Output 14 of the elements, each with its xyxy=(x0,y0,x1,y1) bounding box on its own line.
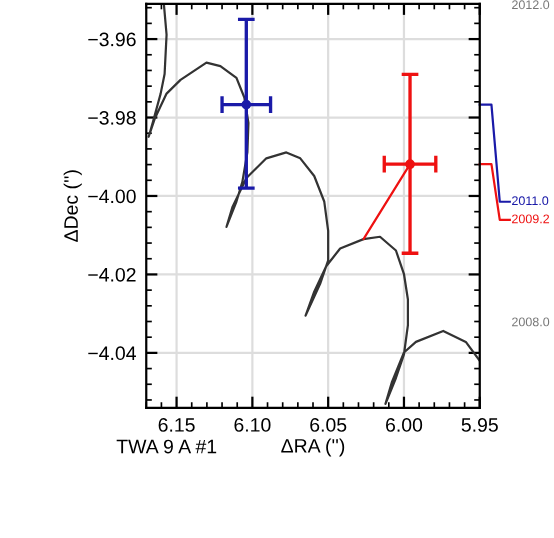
x-tick-label: 6.00 xyxy=(386,418,423,432)
y-tick-label: −4.04 xyxy=(88,346,136,361)
x-tick-label: 6.15 xyxy=(158,418,195,432)
text: TWA 9 A #1 xyxy=(116,439,217,454)
x-tick-label: 5.95 xyxy=(461,418,498,432)
line-series xyxy=(147,4,480,405)
y-tick-label: −3.98 xyxy=(88,110,136,125)
y-tick-label: −3.96 xyxy=(88,32,136,47)
x-tick-label: 6.10 xyxy=(234,418,271,432)
x-tick-label: 6.05 xyxy=(310,418,347,432)
y-tick-label: −4.00 xyxy=(88,189,136,204)
y-axis-title: ΔDec ('') xyxy=(63,170,82,242)
y-tick-label: −4.02 xyxy=(88,267,136,282)
x-axis-title: ΔRA ('') xyxy=(281,438,345,457)
